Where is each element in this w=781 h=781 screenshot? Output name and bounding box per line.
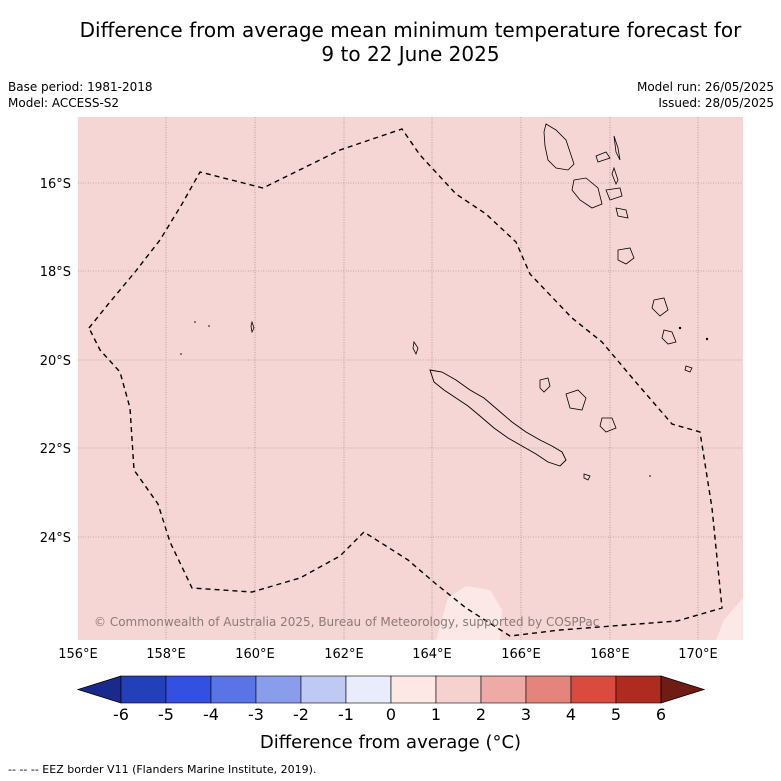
belep-islands: [412, 340, 419, 356]
lon-tick-166E: 166°E: [501, 647, 541, 662]
reef-dot-4: [649, 475, 651, 477]
cb-tick-4: 4: [565, 705, 577, 724]
colorbar-swatch: [210, 675, 257, 704]
chesterfield-reef: [250, 320, 255, 334]
colorbar-swatch: [390, 675, 437, 704]
colorbar-swatch: [570, 675, 617, 704]
reef-dot-1: [194, 321, 196, 323]
new-caledonia-island: [429, 369, 567, 467]
anomaly-patch-south: [436, 586, 502, 640]
chart-title: Difference from average mean minimum tem…: [0, 18, 781, 66]
anomaly-patch-southeast: [716, 598, 743, 640]
lon-tick-158E: 158°E: [146, 647, 186, 662]
lon-tick-164E: 164°E: [412, 647, 452, 662]
cb-tick-neg2: -2: [293, 705, 309, 724]
maewo-island: [613, 135, 621, 161]
colorbar-swatch: [345, 675, 392, 704]
mare-island: [599, 417, 617, 433]
reef-dot-6: [705, 337, 709, 341]
cb-tick-2: 2: [475, 705, 487, 724]
lat-tick-20S: 20°S: [40, 354, 71, 369]
colorbar-title: Difference from average (°C): [259, 732, 522, 753]
cb-tick-neg6: -6: [113, 705, 129, 724]
cb-tick-1: 1: [430, 705, 442, 724]
base-period: Base period: 1981-2018: [8, 80, 153, 94]
cb-tick-5: 5: [610, 705, 622, 724]
meta-right: Model run: 26/05/2025 Issued: 28/05/2025: [637, 79, 774, 111]
reef-dot-5: [678, 326, 682, 330]
lat-tick-16S: 16°S: [40, 177, 71, 192]
colorbar-extend-low: [76, 675, 122, 704]
copyright-text: © Commonwealth of Australia 2025, Bureau…: [94, 615, 599, 629]
lon-tick-168E: 168°E: [590, 647, 630, 662]
isle-of-pines: [583, 473, 591, 481]
lon-tick-162E: 162°E: [324, 647, 364, 662]
malekula-island: [571, 177, 603, 209]
lat-tick-22S: 22°S: [40, 442, 71, 457]
model-run: Model run: 26/05/2025: [636, 80, 774, 94]
tanna-island: [661, 329, 677, 345]
title-line-1: Difference from average mean minimum tem…: [79, 18, 742, 42]
colorbar: [76, 675, 706, 704]
epi-island: [615, 207, 629, 219]
cb-tick-neg1: -1: [338, 705, 354, 724]
ouvea-island: [539, 377, 551, 393]
cb-tick-neg5: -5: [158, 705, 174, 724]
colorbar-extend-high: [660, 675, 706, 704]
model-name: Model: ACCESS-S2: [8, 96, 120, 110]
efate-island: [617, 247, 635, 265]
colorbar-swatch: [480, 675, 527, 704]
ambrym-island: [605, 187, 623, 201]
map-background: [78, 117, 743, 640]
cb-tick-0: 0: [385, 705, 397, 724]
eez-border: [88, 128, 723, 637]
lon-tick-156E: 156°E: [58, 647, 98, 662]
lat-tick-18S: 18°S: [40, 265, 71, 280]
ambae-island: [595, 151, 611, 163]
reef-dot-3: [208, 325, 210, 327]
cb-tick-neg4: -4: [203, 705, 219, 724]
cb-tick-6: 6: [655, 705, 667, 724]
eez-legend-footer: -- -- -- EEZ border V11 (Flanders Marine…: [8, 763, 317, 776]
colorbar-swatch: [300, 675, 347, 704]
lon-tick-170E: 170°E: [678, 647, 718, 662]
colorbar-swatch: [615, 675, 662, 704]
cb-tick-3: 3: [520, 705, 532, 724]
reef-dot-2: [180, 353, 182, 355]
title-line-2: 9 to 22 June 2025: [321, 42, 500, 66]
lifou-island: [565, 389, 587, 411]
cb-tick-neg3: -3: [248, 705, 264, 724]
colorbar-swatch: [165, 675, 212, 704]
pentecost-island: [611, 166, 619, 185]
espiritu-santo-island: [543, 123, 575, 171]
lon-tick-160E: 160°E: [235, 647, 275, 662]
lat-tick-24S: 24°S: [40, 531, 71, 546]
aneityum-island: [684, 365, 693, 373]
meta-left: Base period: 1981-2018 Model: ACCESS-S2: [8, 79, 153, 111]
erromango-island: [651, 297, 669, 317]
colorbar-swatch: [120, 675, 167, 704]
issued-date: Issued: 28/05/2025: [658, 96, 774, 110]
colorbar-swatch: [255, 675, 302, 704]
colorbar-swatch: [435, 675, 482, 704]
colorbar-swatch: [525, 675, 572, 704]
